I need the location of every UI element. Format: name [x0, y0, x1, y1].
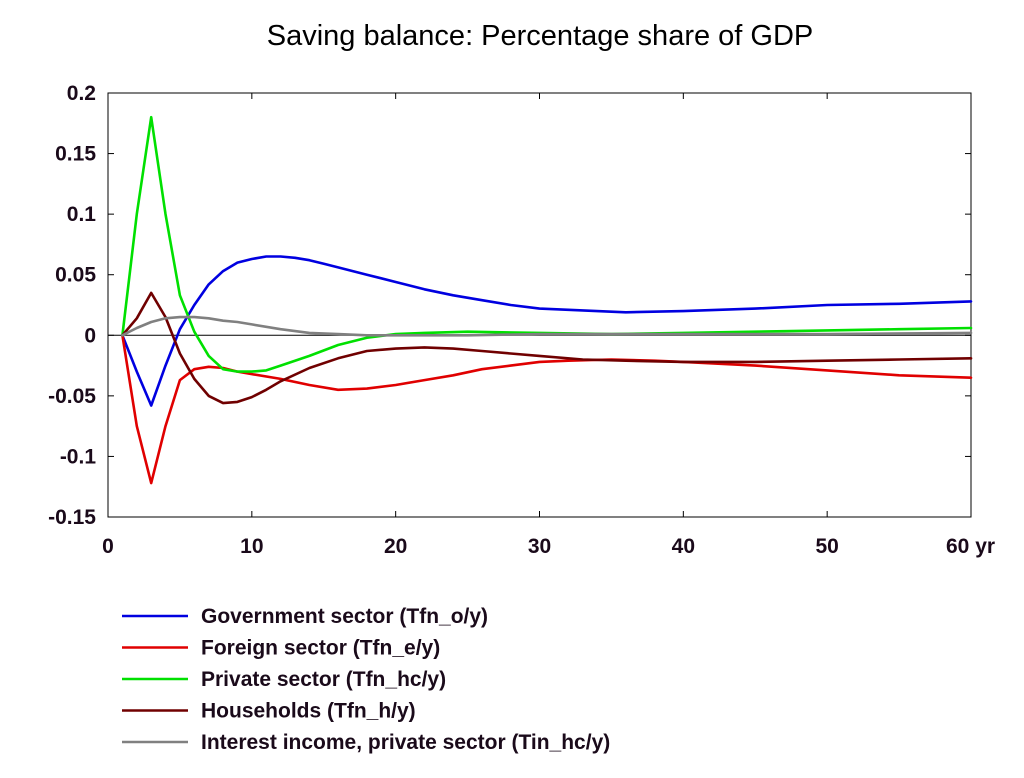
- y-tick-label: -0.05: [48, 385, 96, 408]
- y-axis-ticks: -0.15 -0.1 -0.05 0 0.05 0.1 0.15 0.2: [48, 82, 971, 529]
- legend-label: Households (Tfn_h/y): [201, 700, 416, 723]
- series-lines: [121, 115, 973, 485]
- series-line-4: [121, 291, 973, 405]
- legend-label: Government sector (Tfn_o/y): [201, 605, 488, 628]
- series-line-1: [121, 255, 973, 407]
- legend: Government sector (Tfn_o/y) Foreign secto…: [122, 605, 610, 754]
- series-line-5: [121, 315, 973, 337]
- y-tick-label: 0.15: [55, 143, 96, 166]
- x-tick-label: 50: [815, 535, 838, 558]
- x-axis-ticks: 0 10 20 30 40 50 60 yr: [102, 93, 995, 558]
- x-tick-label: 40: [672, 535, 695, 558]
- x-tick-label: 60 yr: [946, 535, 995, 558]
- legend-label: Foreign sector (Tfn_e/y): [201, 637, 440, 660]
- y-tick-label: 0.05: [55, 264, 96, 287]
- y-tick-label: -0.15: [48, 506, 96, 529]
- x-tick-label: 10: [240, 535, 263, 558]
- x-tick-label: 0: [102, 535, 114, 558]
- y-tick-label: 0: [84, 324, 96, 347]
- y-tick-label: 0.2: [67, 82, 96, 105]
- x-tick-label: 30: [528, 535, 551, 558]
- legend-label: Private sector (Tfn_hc/y): [201, 668, 446, 691]
- legend-label: Interest income, private sector (Tin_hc/…: [201, 731, 610, 754]
- x-tick-label: 20: [384, 535, 407, 558]
- chart-title: Saving balance: Percentage share of GDP: [266, 20, 814, 52]
- y-tick-label: 0.1: [67, 203, 97, 226]
- y-tick-label: -0.1: [60, 445, 97, 468]
